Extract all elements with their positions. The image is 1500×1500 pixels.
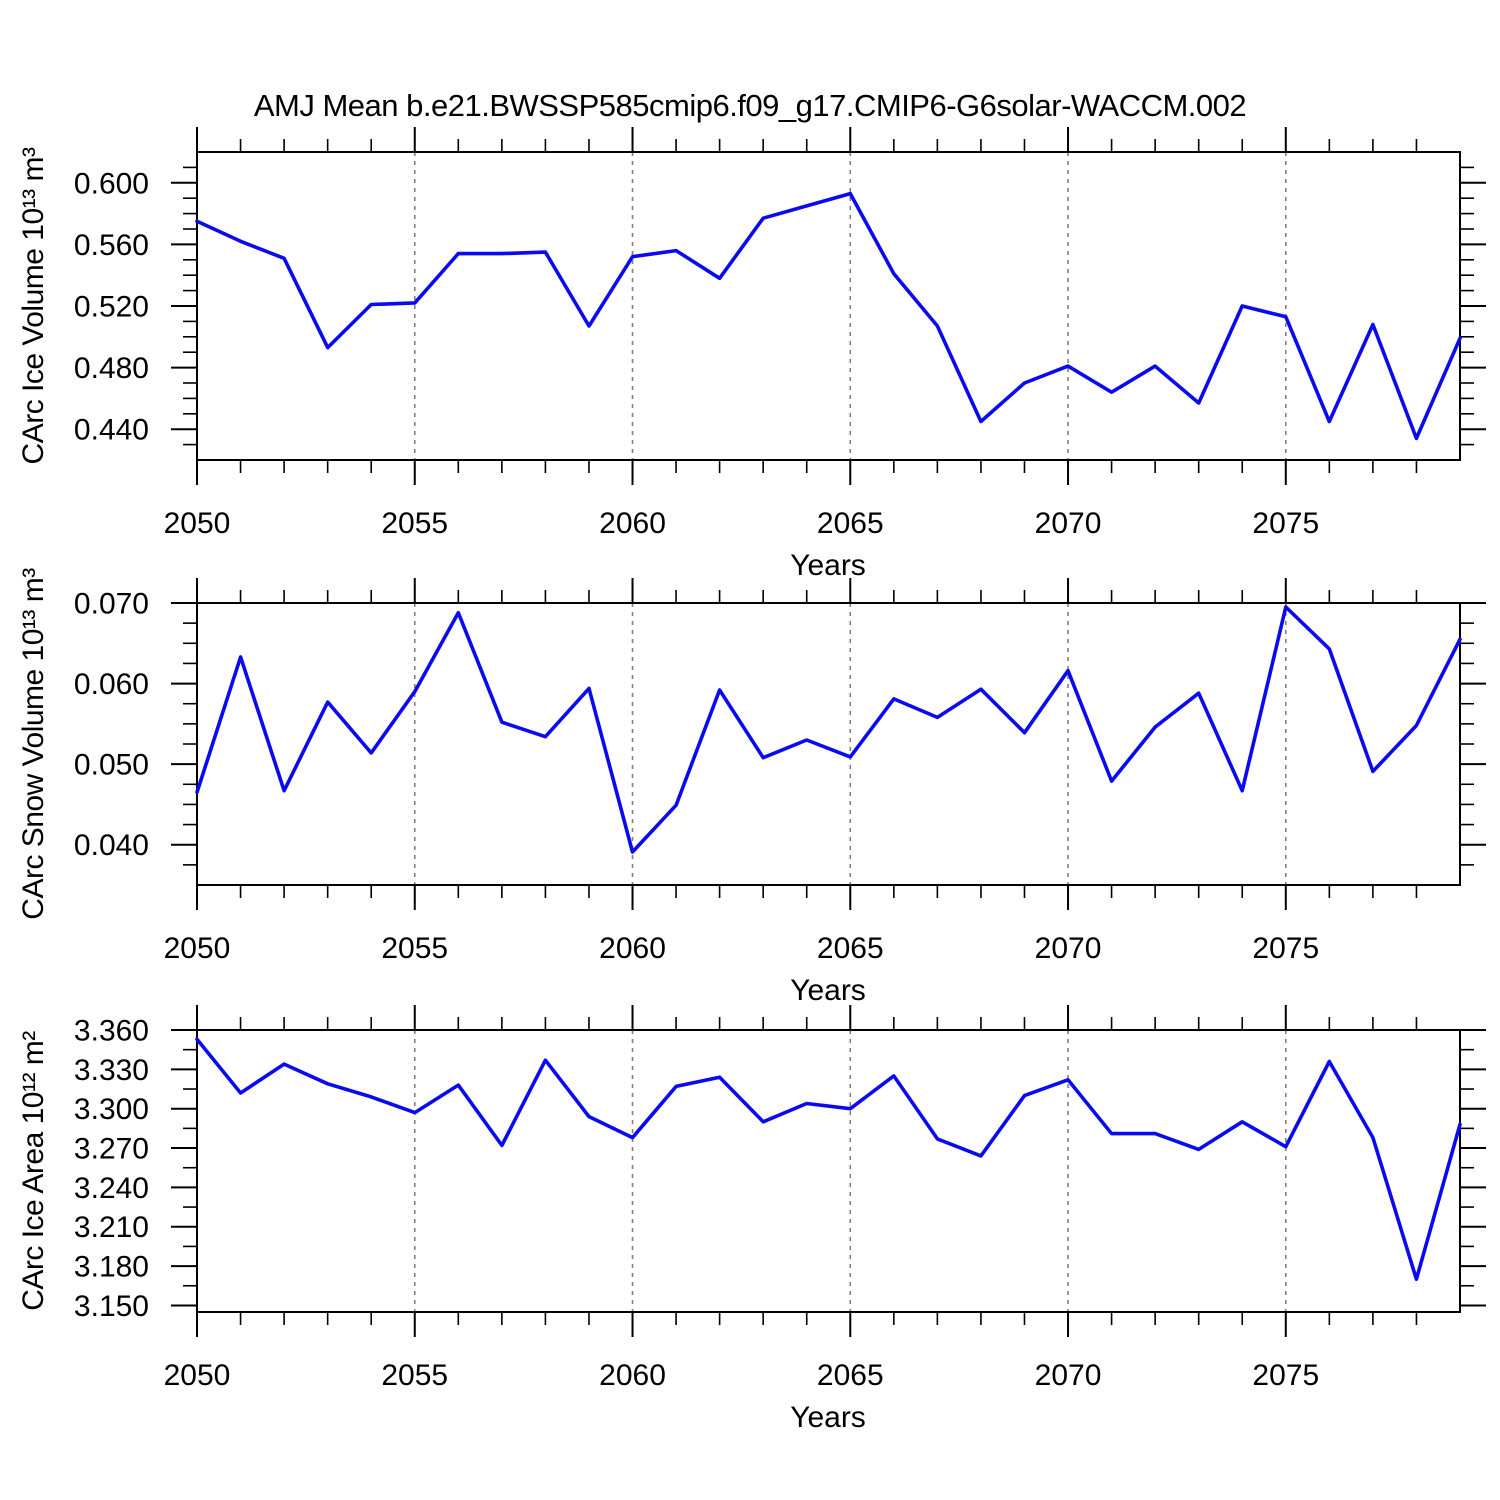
svg-text:2065: 2065 bbox=[817, 932, 884, 965]
ice-area-series-line bbox=[195, 1037, 1462, 1281]
svg-text:0.440: 0.440 bbox=[74, 414, 149, 447]
svg-text:3.240: 3.240 bbox=[74, 1172, 149, 1205]
svg-text:2065: 2065 bbox=[817, 1359, 884, 1392]
svg-text:2055: 2055 bbox=[381, 507, 448, 540]
svg-text:2055: 2055 bbox=[381, 1359, 448, 1392]
snow-volume-panel: 2050 2055 2060 2065 2070 2075 0.040 0.050 0.060 0… bbox=[74, 578, 1486, 965]
svg-text:2055: 2055 bbox=[381, 932, 448, 965]
svg-text:2060: 2060 bbox=[599, 1359, 666, 1392]
snow-volume-series-line bbox=[195, 605, 1462, 854]
svg-text:2065: 2065 bbox=[817, 507, 884, 540]
svg-text:2050: 2050 bbox=[164, 507, 231, 540]
svg-text:2070: 2070 bbox=[1035, 932, 1102, 965]
svg-text:2070: 2070 bbox=[1035, 1359, 1102, 1392]
x-axis-label-years-middle: Years bbox=[790, 974, 866, 1007]
chart-title: AMJ Mean b.e21.BWSSP585cmip6.f09_g17.CMI… bbox=[253, 88, 1247, 123]
svg-text:2070: 2070 bbox=[1035, 507, 1102, 540]
svg-text:3.150: 3.150 bbox=[74, 1290, 149, 1323]
svg-text:0.040: 0.040 bbox=[74, 829, 149, 862]
ice-volume-series-line bbox=[195, 191, 1462, 441]
svg-text:0.560: 0.560 bbox=[74, 229, 149, 262]
svg-text:3.210: 3.210 bbox=[74, 1211, 149, 1244]
svg-text:3.180: 3.180 bbox=[74, 1251, 149, 1284]
svg-text:0.520: 0.520 bbox=[74, 291, 149, 324]
svg-text:3.330: 3.330 bbox=[74, 1054, 149, 1087]
svg-text:0.060: 0.060 bbox=[74, 668, 149, 701]
ice-volume-panel: 2050 2055 2060 2065 2070 2075 0.440 0.480 0.520 0… bbox=[74, 127, 1486, 540]
svg-text:0.070: 0.070 bbox=[74, 588, 149, 621]
svg-text:3.270: 3.270 bbox=[74, 1133, 149, 1166]
x-axis-label-years-bottom: Years bbox=[790, 1401, 866, 1434]
y-axis-label-ice-volume: CArc Ice Volume 10¹³ m³ bbox=[17, 147, 50, 465]
svg-text:3.360: 3.360 bbox=[74, 1015, 149, 1048]
svg-text:2075: 2075 bbox=[1252, 507, 1319, 540]
y-axis-label-ice-area: CArc Ice Area 10¹² m² bbox=[17, 1031, 50, 1311]
svg-text:2075: 2075 bbox=[1252, 932, 1319, 965]
x-axis-label-years-top: Years bbox=[790, 549, 866, 582]
svg-text:2050: 2050 bbox=[164, 932, 231, 965]
svg-text:3.300: 3.300 bbox=[74, 1093, 149, 1126]
svg-text:0.600: 0.600 bbox=[74, 167, 149, 200]
svg-text:0.050: 0.050 bbox=[74, 749, 149, 782]
y-axis-label-snow-volume: CArc Snow Volume 10¹³ m³ bbox=[17, 568, 50, 920]
svg-text:0.480: 0.480 bbox=[74, 352, 149, 385]
svg-text:2075: 2075 bbox=[1252, 1359, 1319, 1392]
ice-area-panel: 2050 2055 2060 2065 2070 2075 3.150 3.180 3.210 3… bbox=[74, 1005, 1486, 1392]
svg-text:2060: 2060 bbox=[599, 507, 666, 540]
svg-text:2050: 2050 bbox=[164, 1359, 231, 1392]
svg-text:2060: 2060 bbox=[599, 932, 666, 965]
